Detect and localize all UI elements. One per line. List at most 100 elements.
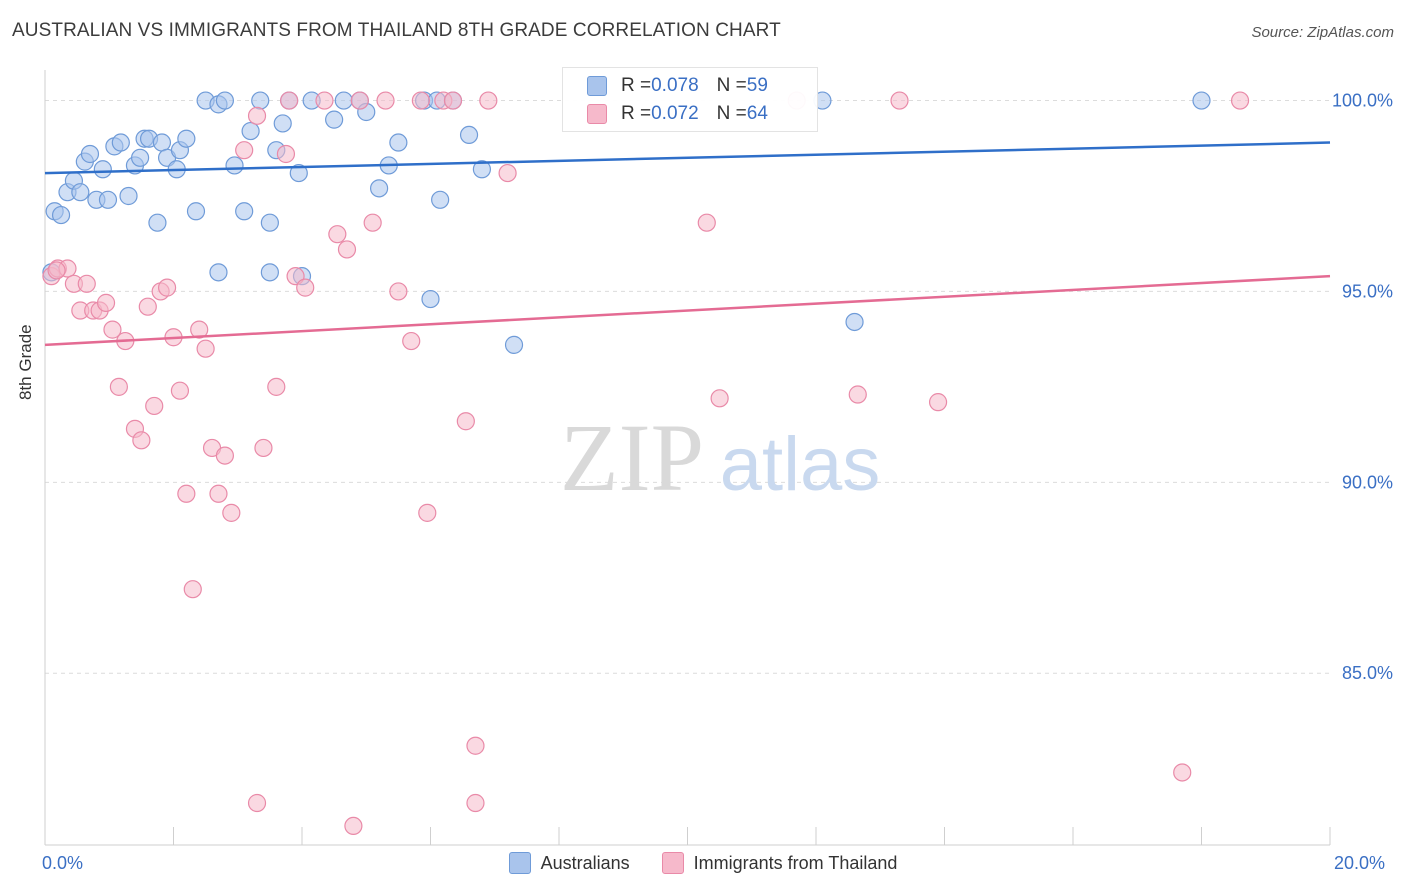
- thailand-point: [267, 377, 286, 396]
- thailand-swatch: [661, 852, 684, 874]
- thailand-point: [1173, 763, 1192, 782]
- australians-point: [215, 91, 234, 110]
- australians-point: [431, 190, 450, 209]
- australians-point: [80, 144, 100, 164]
- thailand-point: [337, 240, 357, 259]
- thailand-point: [411, 91, 430, 110]
- thailand-point: [247, 793, 267, 813]
- australians-point: [51, 205, 71, 225]
- gridlines: [45, 100, 1330, 674]
- thailand-point: [109, 377, 128, 396]
- y-tick-labels: 85.0% 90.0% 95.0% 100.0%: [1332, 91, 1393, 684]
- australians-point: [389, 133, 408, 152]
- thailand-point: [697, 213, 716, 232]
- x-tick-label-max: 20.0%: [1334, 853, 1386, 873]
- thailand-point: [443, 91, 463, 110]
- r-label: R =: [621, 103, 652, 124]
- correlation-legend: R = 0.078 N = 59 R = 0.072 N = 64: [562, 67, 818, 132]
- australians-point: [370, 179, 389, 198]
- thailand-point: [328, 225, 347, 244]
- australians-swatch: [587, 76, 607, 96]
- y-axis-label: 8th Grade: [16, 324, 35, 400]
- thailand-point: [47, 261, 66, 280]
- thailand-swatch: [587, 104, 607, 124]
- thailand-point: [96, 293, 116, 312]
- australians-point: [260, 263, 279, 282]
- x-tick-label-min: 0.0%: [42, 853, 84, 873]
- australians-point: [71, 183, 90, 202]
- trend-lines: [44, 141, 1331, 347]
- watermark-atlas: atlas: [720, 422, 881, 507]
- thailand-point: [402, 331, 421, 351]
- r-value: 0.072: [651, 103, 699, 124]
- r-value: 0.078: [651, 75, 699, 96]
- source-label: Source: ZipAtlas.com: [1251, 24, 1394, 41]
- australians-point: [235, 202, 254, 221]
- thailand-point: [190, 320, 209, 339]
- australians-trend-line: [44, 141, 1331, 175]
- thailand-point: [479, 91, 498, 110]
- australians-point: [93, 160, 112, 179]
- australians-point: [504, 335, 524, 354]
- australians-point: [421, 289, 440, 309]
- thailand-point: [280, 91, 299, 110]
- thailand-point: [456, 412, 475, 431]
- thailand-point: [928, 393, 948, 412]
- legend-item-australians[interactable]: Australians: [508, 852, 630, 874]
- australians-point: [98, 190, 118, 209]
- y-tick-label: 85.0%: [1342, 663, 1393, 683]
- thailand-point: [170, 381, 190, 400]
- thailand-point: [376, 91, 395, 110]
- watermark-zip: ZIP: [560, 404, 704, 511]
- thailand-point: [145, 396, 164, 416]
- thailand-point: [498, 163, 517, 183]
- thailand-point: [132, 431, 151, 450]
- australians-point: [251, 91, 270, 110]
- thailand-point: [315, 91, 334, 110]
- thailand-point: [363, 213, 382, 232]
- australians-point: [289, 163, 308, 183]
- thailand-point: [710, 389, 729, 408]
- thailand-point: [276, 144, 296, 164]
- n-value: 59: [746, 75, 768, 96]
- thailand-point: [344, 816, 363, 836]
- r-label: R =: [621, 75, 652, 96]
- legend-row-australians: R = 0.078 N = 59: [587, 74, 768, 98]
- thailand-point: [890, 91, 909, 110]
- series-legend: Australians Immigrants from Thailand: [0, 852, 1406, 874]
- legend-label-australians: Australians: [540, 852, 630, 873]
- australians-point: [186, 202, 206, 221]
- thailand-point: [247, 106, 267, 125]
- australians-point: [1192, 91, 1211, 110]
- thailand-point: [157, 278, 177, 297]
- australians-point: [334, 91, 353, 110]
- chart-title: AUSTRALIAN VS IMMIGRANTS FROM THAILAND 8…: [12, 20, 781, 41]
- australians-swatch: [508, 852, 531, 874]
- data-points: [42, 91, 1250, 836]
- y-tick-label: 90.0%: [1342, 472, 1393, 492]
- thailand-point: [103, 320, 122, 339]
- thailand-point: [196, 339, 215, 358]
- thailand-point: [222, 503, 241, 522]
- thailand-point: [350, 91, 369, 110]
- thailand-point: [1230, 91, 1250, 110]
- thailand-trend-line: [44, 274, 1331, 347]
- legend-item-thailand[interactable]: Immigrants from Thailand: [661, 852, 898, 874]
- australians-point: [459, 125, 479, 145]
- watermark: ZIP atlas: [560, 404, 880, 511]
- australians-point: [209, 263, 228, 282]
- y-tick-label: 100.0%: [1332, 91, 1393, 111]
- legend-label-thailand: Immigrants from Thailand: [693, 852, 898, 873]
- australians-point: [148, 213, 167, 232]
- thailand-point: [466, 736, 485, 755]
- n-label: N =: [716, 75, 747, 96]
- australians-point: [111, 133, 130, 152]
- australians-point: [241, 121, 260, 141]
- n-value: 64: [746, 103, 768, 124]
- thailand-point: [215, 446, 234, 465]
- australians-point: [152, 133, 172, 152]
- thailand-point: [138, 297, 157, 316]
- thailand-point: [466, 793, 485, 813]
- thailand-point: [235, 141, 254, 160]
